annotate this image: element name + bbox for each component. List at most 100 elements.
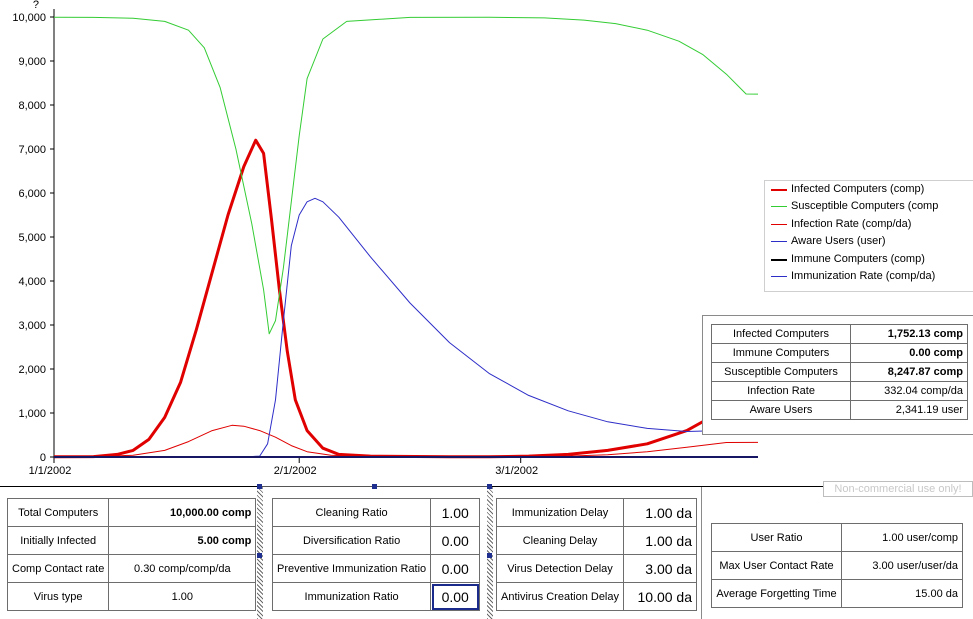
y-tick-label: 7,000 [18, 144, 46, 156]
readout-table: Infected Computers 1,752.13 comp Immune Co… [711, 324, 968, 420]
legend-label: Immune Computers (comp) [791, 252, 925, 265]
parameter-value-field[interactable]: 1.00 [108, 582, 257, 611]
legend-swatch [771, 258, 787, 261]
legend-swatch [771, 206, 787, 208]
parameter-label: Aware Users [711, 400, 851, 420]
x-tick-label: 2/1/2002 [274, 465, 317, 477]
parameter-row: Infection Rate 332.04 comp/da [711, 381, 968, 401]
parameter-value-field[interactable]: 0.00 [430, 554, 481, 583]
parameter-value-field[interactable]: 10,000.00 comp [108, 498, 257, 527]
parameter-label: Immunization Ratio [271, 582, 432, 611]
x-axis: 1/1/2002 2/1/2002 3/1/2002 [29, 456, 758, 477]
resize-handle[interactable] [257, 484, 262, 489]
parameter-row: Comp Contact rate 0.30 comp/comp/da [6, 554, 257, 583]
parameter-label: Immunization Delay [496, 498, 624, 527]
series-line-infected-computers-comp [53, 138, 760, 459]
parameter-row: Virus type 1.00 [6, 582, 257, 611]
series-line-susceptible-computers-comp [53, 16, 759, 335]
legend-label: Immunization Rate (comp/da) [791, 269, 936, 282]
parameter-label: Average Forgetting Time [711, 579, 842, 608]
y-tick-label: 2,000 [18, 364, 46, 376]
parameter-row: Immune Computers 0.00 comp [711, 343, 968, 363]
legend-swatch [771, 275, 787, 277]
parameter-row: Cleaning Ratio 1.00 [271, 498, 481, 527]
resize-handle[interactable] [487, 484, 492, 489]
computer-parameters-panel: Total Computers 10,000.00 comp Initially I… [0, 487, 262, 619]
parameter-label: Diversification Ratio [271, 526, 432, 555]
parameter-value-field[interactable]: 0.00 [430, 526, 481, 555]
user-parameters-table: User Ratio 1.00 user/comp Max User Contact… [711, 523, 963, 608]
parameter-label: User Ratio [711, 523, 842, 552]
legend-entry: Immunization Rate (comp/da) [765, 268, 973, 285]
parameter-value-field[interactable]: 3.00 user/user/da [841, 551, 963, 580]
parameter-value-field[interactable]: 0.00 [430, 582, 481, 611]
parameter-row: Average Forgetting Time 15.00 da [711, 579, 963, 608]
parameter-label: Infected Computers [711, 324, 851, 344]
ratio-parameters-table: Cleaning Ratio 1.00 Diversification Ratio 0… [271, 498, 481, 611]
parameter-value-field[interactable]: 1.00 da [623, 498, 697, 527]
parameter-label: Susceptible Computers [711, 362, 851, 382]
delay-parameters-table: Immunization Delay 1.00 da Cleaning Delay 1… [496, 498, 697, 611]
parameter-row: Antivirus Creation Delay 10.00 da [496, 582, 697, 611]
series-layer [53, 16, 760, 459]
parameter-value-field[interactable]: 1.00 [430, 498, 481, 527]
parameter-row: Initially Infected 5.00 comp [6, 526, 257, 555]
parameter-value-field[interactable]: 10.00 da [623, 582, 697, 611]
parameter-row: Preventive Immunization Ratio 0.00 [271, 554, 481, 583]
y-tick-label: 1,000 [18, 408, 46, 420]
parameter-row: Total Computers 10,000.00 comp [6, 498, 257, 527]
series-line-aware-users-user [54, 197, 759, 458]
parameter-row: Immunization Ratio 0.00 [271, 582, 481, 611]
legend-entry: Infected Computers (comp) [765, 181, 973, 198]
parameter-row: Susceptible Computers 8,247.87 comp [711, 362, 968, 382]
ratio-parameters-panel: Cleaning Ratio 1.00 Diversification Ratio 0… [263, 487, 488, 619]
simulation-chart: ? 0 1,000 2,000 3,000 4,000 5,000 6,000 7,000 8,0… [12, 0, 760, 477]
y-tick-label: 4,000 [18, 276, 46, 288]
legend-label: Susceptible Computers (comp [791, 200, 939, 213]
parameter-label: Virus Detection Delay [496, 554, 624, 583]
parameter-label: Cleaning Ratio [271, 498, 432, 527]
parameter-label: Immune Computers [711, 343, 851, 363]
legend-swatch [771, 223, 787, 225]
parameter-label: Virus type [6, 582, 110, 611]
parameter-row: Cleaning Delay 1.00 da [496, 526, 697, 555]
y-tick-label: 8,000 [18, 100, 46, 112]
user-parameters-panel: User Ratio 1.00 user/comp Max User Contact… [701, 487, 973, 619]
parameter-label: Max User Contact Rate [711, 551, 842, 580]
parameter-label: Preventive Immunization Ratio [271, 554, 432, 583]
parameter-row: Max User Contact Rate 3.00 user/user/da [711, 551, 963, 580]
parameter-label: Cleaning Delay [496, 526, 624, 555]
legend-entry: Susceptible Computers (comp [765, 198, 973, 215]
parameter-value-field[interactable]: 5.00 comp [108, 526, 257, 555]
parameter-row: Aware Users 2,341.19 user [711, 400, 968, 420]
y-tick-label: 9,000 [18, 56, 46, 68]
parameter-label: Infection Rate [711, 381, 851, 401]
values-readout-panel: Infected Computers 1,752.13 comp Immune Co… [702, 315, 973, 435]
parameter-label: Total Computers [6, 498, 110, 527]
parameter-value-field[interactable]: 15.00 da [841, 579, 963, 608]
y-tick-label: 3,000 [18, 320, 46, 332]
x-tick-label: 3/1/2002 [495, 465, 538, 477]
y-axis-unit-mark: ? [33, 0, 39, 11]
y-tick-label: 0 [40, 452, 46, 464]
parameter-row: Virus Detection Delay 3.00 da [496, 554, 697, 583]
resize-handle[interactable] [487, 553, 492, 558]
parameter-value-field: 8,247.87 comp [850, 362, 968, 382]
y-tick-label: 5,000 [18, 232, 46, 244]
parameter-label: Initially Infected [6, 526, 110, 555]
parameter-row: Diversification Ratio 0.00 [271, 526, 481, 555]
legend-swatch [771, 241, 787, 243]
parameter-value-field[interactable]: 1.00 da [623, 526, 697, 555]
parameter-value-field[interactable]: 0.30 comp/comp/da [108, 554, 257, 583]
parameter-value-field[interactable]: 1.00 user/comp [841, 523, 963, 552]
resize-handle[interactable] [372, 484, 377, 489]
legend-swatch [771, 189, 787, 191]
parameter-value-field[interactable]: 3.00 da [623, 554, 697, 583]
series-line-infection-rate-comp-da [53, 424, 759, 458]
resize-handle[interactable] [257, 553, 262, 558]
parameter-value-field: 332.04 comp/da [850, 381, 968, 401]
legend-entry: Immune Computers (comp) [765, 251, 973, 268]
parameter-label: Antivirus Creation Delay [496, 582, 624, 611]
parameter-label: Comp Contact rate [6, 554, 110, 583]
computer-parameters-table: Total Computers 10,000.00 comp Initially I… [6, 498, 257, 611]
